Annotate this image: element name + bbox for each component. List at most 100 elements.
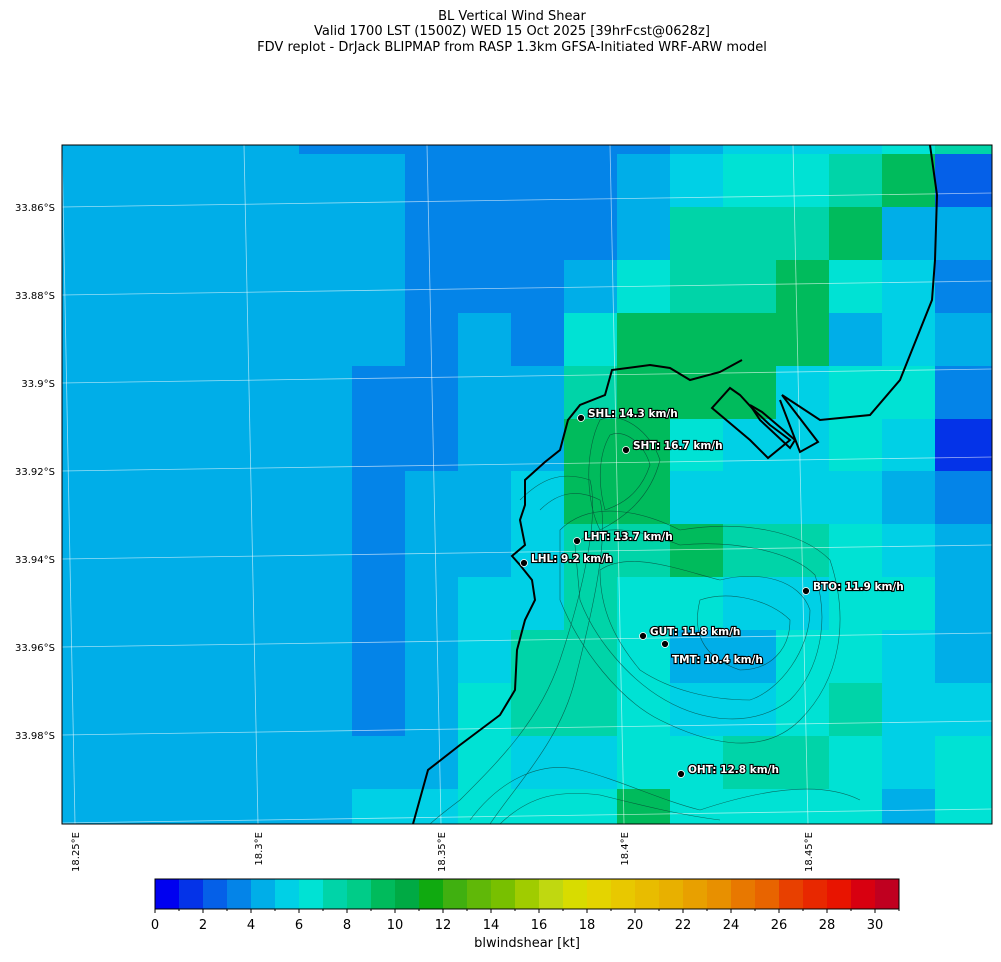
field-cell — [935, 366, 992, 420]
field-cell — [670, 789, 724, 824]
field-cell — [829, 577, 883, 631]
field-cell — [564, 736, 618, 790]
longitude-axis: 18.25°E 18.3°E 18.35°E 18.4°E 18.45°E — [71, 832, 815, 872]
field-cell — [723, 577, 777, 631]
field-cell — [617, 736, 671, 790]
field-cell — [511, 313, 565, 367]
colorbar-tick-label: 16 — [531, 918, 548, 933]
field-cell — [776, 145, 830, 155]
field-cell — [299, 145, 353, 155]
field-cell — [62, 577, 300, 631]
field-cell — [723, 313, 777, 367]
field-cell — [723, 366, 777, 420]
colorbar-segment — [539, 879, 564, 909]
field-cell — [299, 207, 353, 261]
field-cell — [352, 736, 406, 790]
colorbar-tick-label: 8 — [343, 918, 351, 933]
field-cell — [299, 577, 353, 631]
latitude-gridline — [62, 456, 992, 472]
field-cell — [352, 154, 406, 208]
field-cell — [299, 260, 353, 314]
field-cell — [670, 145, 724, 155]
station-label-tmt: TMT: 10.4 km/h — [672, 654, 763, 666]
field-cell — [670, 683, 724, 737]
longitude-tick-label: 18.25°E — [71, 832, 82, 872]
field-cell — [511, 154, 565, 208]
field-cell — [882, 577, 936, 631]
colorbar-tick-label: 14 — [483, 918, 500, 933]
colorbar-segment — [203, 879, 228, 909]
field-cell — [352, 577, 406, 631]
field-cell — [935, 419, 992, 472]
field-cell — [458, 524, 512, 578]
field-cell — [882, 683, 936, 737]
field-cell — [935, 154, 992, 208]
field-cell — [299, 789, 353, 824]
field-cell — [935, 524, 992, 578]
field-cell — [352, 145, 406, 155]
title-line-3: FDV replot - DrJack BLIPMAP from RASP 1.… — [257, 40, 767, 55]
station-marker-bto — [802, 587, 810, 595]
colorbar-segment — [587, 879, 612, 909]
field-cell — [723, 207, 777, 261]
station-label-sht: SHT: 16.7 km/h — [633, 440, 723, 452]
field-cell — [723, 683, 777, 737]
field-cell — [62, 207, 300, 261]
colorbar-segment — [755, 879, 780, 909]
field-cell — [829, 524, 883, 578]
field-cell — [62, 683, 300, 737]
field-cell — [829, 630, 883, 684]
field-cell — [352, 260, 406, 314]
field-cell — [458, 313, 512, 367]
colorbar-segment — [659, 879, 684, 909]
field-cell — [352, 366, 406, 420]
field-cell — [829, 154, 883, 208]
field-cell — [299, 524, 353, 578]
field-cell — [829, 145, 883, 155]
latitude-tick-label: 33.9°S — [21, 379, 55, 390]
title-line-2: Valid 1700 LST (1500Z) WED 15 Oct 2025 [… — [314, 24, 710, 39]
field-cell — [776, 313, 830, 367]
field-cell — [352, 524, 406, 578]
field-cell — [405, 630, 459, 684]
field-cell — [458, 154, 512, 208]
colorbar-segment — [443, 879, 468, 909]
field-cell — [776, 736, 830, 790]
field-cell — [723, 260, 777, 314]
field-cell — [405, 145, 459, 155]
field-cell — [62, 419, 300, 472]
field-cell — [617, 313, 671, 367]
station-marker-lhl — [520, 559, 528, 567]
field-cell — [458, 366, 512, 420]
station-label-gut: GUT: 11.8 km/h — [650, 626, 740, 638]
field-cell — [564, 577, 618, 631]
field-cell — [882, 260, 936, 314]
station-marker-gut — [639, 632, 647, 640]
field-cell — [405, 577, 459, 631]
colorbar-tick-label: 4 — [247, 918, 255, 933]
colorbar-segment — [491, 879, 516, 909]
field-cell — [511, 524, 565, 578]
field-cell — [405, 154, 459, 208]
field-cell — [405, 736, 459, 790]
field-cell — [405, 260, 459, 314]
latitude-tick-label: 33.98°S — [15, 731, 55, 742]
colorbar-segment — [683, 879, 708, 909]
field-cell — [511, 145, 565, 155]
field-cell — [882, 145, 936, 155]
field-cell — [511, 419, 565, 472]
coastline — [412, 145, 939, 824]
colorbar-tick-label: 28 — [819, 918, 836, 933]
field-cell — [617, 154, 671, 208]
field-cell — [458, 736, 512, 790]
field-cell — [299, 736, 353, 790]
field-cell — [935, 313, 992, 367]
colorbar-segment — [419, 879, 444, 909]
map-frame — [61, 144, 993, 825]
field-cell — [62, 630, 300, 684]
field-cell — [882, 419, 936, 472]
field-cell — [405, 471, 459, 525]
field-cell — [62, 154, 300, 208]
station-label-lht: LHT: 13.7 km/h — [584, 531, 673, 543]
colorbar-segment — [611, 879, 636, 909]
